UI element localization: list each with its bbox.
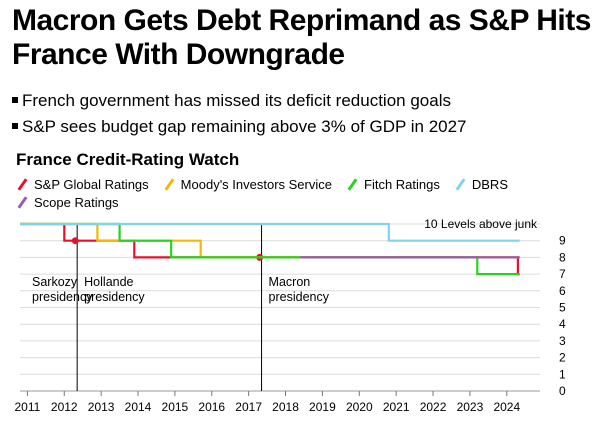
bullet-square-icon (12, 122, 18, 129)
bullet-item: S&P sees budget gap remaining above 3% o… (12, 114, 592, 140)
presidency-label: Hollande (84, 275, 133, 289)
x-tick-label: 2023 (457, 400, 484, 414)
series-marker (71, 237, 79, 245)
y-tick-label: 6 (559, 284, 566, 298)
legend-label: DBRS (471, 177, 508, 192)
y-tick-label: 3 (559, 334, 566, 348)
legend-item: DBRS (454, 177, 508, 194)
presidency-label: presidency (269, 290, 330, 304)
chart-legend: S&P Global Ratings Moody's Investors Serv… (16, 176, 576, 212)
bullet-list: French government has missed its deficit… (12, 88, 592, 140)
x-tick-label: 2020 (346, 400, 373, 414)
x-tick-label: 2011 (14, 400, 40, 414)
x-tick-label: 2018 (272, 400, 299, 414)
legend-label: Moody's Investors Service (180, 177, 332, 192)
legend-item: Scope Ratings (16, 195, 119, 212)
bullet-text: S&P sees budget gap remaining above 3% o… (22, 117, 467, 136)
headline: Macron Gets Debt Reprimand as S&P Hits F… (12, 4, 591, 71)
legend-label: Fitch Ratings (364, 177, 440, 192)
presidency-label: presidency (84, 290, 145, 304)
series-line (20, 222, 520, 242)
presidency-label: Sarkozy (32, 275, 78, 289)
bullet-item: French government has missed its deficit… (12, 88, 592, 114)
y-tick-label: 9 (559, 234, 566, 248)
legend-item: Moody's Investors Service (163, 177, 332, 194)
x-tick-label: 2012 (51, 400, 78, 414)
chart-title: France Credit-Rating Watch (16, 150, 240, 169)
y-tick-label: 2 (559, 351, 566, 365)
bullet-square-icon (12, 96, 18, 103)
y-tick-label: 7 (559, 267, 566, 281)
x-tick-label: 2014 (125, 400, 152, 414)
x-tick-label: 2024 (493, 400, 520, 414)
x-tick-label: 2015 (162, 400, 189, 414)
y-tick-label: 4 (559, 317, 566, 331)
x-tick-label: 2022 (420, 400, 447, 414)
legend-item: Fitch Ratings (346, 177, 440, 194)
y-tick-label: 0 (559, 384, 566, 398)
y-tick-label: 1 (559, 367, 566, 381)
x-tick-label: 2017 (235, 400, 262, 414)
legend-item: S&P Global Ratings (16, 177, 149, 194)
presidency-label: presidency (32, 290, 93, 304)
series-line (20, 222, 520, 276)
x-tick-label: 2013 (88, 400, 115, 414)
series-line (20, 222, 520, 276)
legend-label: S&P Global Ratings (34, 177, 149, 192)
top-annotation: 10 Levels above junk (424, 217, 538, 231)
x-tick-label: 2021 (383, 400, 410, 414)
presidency-label: Macron (269, 275, 311, 289)
y-tick-label: 5 (559, 301, 566, 315)
legend-label: Scope Ratings (34, 195, 119, 210)
x-tick-label: 2016 (198, 400, 225, 414)
bullet-text: French government has missed its deficit… (22, 91, 451, 110)
y-tick-label: 8 (559, 250, 566, 264)
x-tick-label: 2019 (309, 400, 336, 414)
